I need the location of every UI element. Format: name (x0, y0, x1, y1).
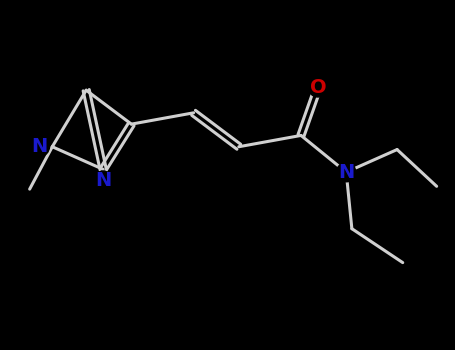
Circle shape (94, 171, 113, 190)
Circle shape (337, 162, 356, 182)
Text: N: N (338, 163, 354, 182)
Circle shape (30, 137, 50, 156)
Text: N: N (32, 137, 48, 156)
Text: O: O (310, 78, 326, 97)
Text: N: N (95, 171, 111, 190)
Circle shape (308, 78, 328, 97)
